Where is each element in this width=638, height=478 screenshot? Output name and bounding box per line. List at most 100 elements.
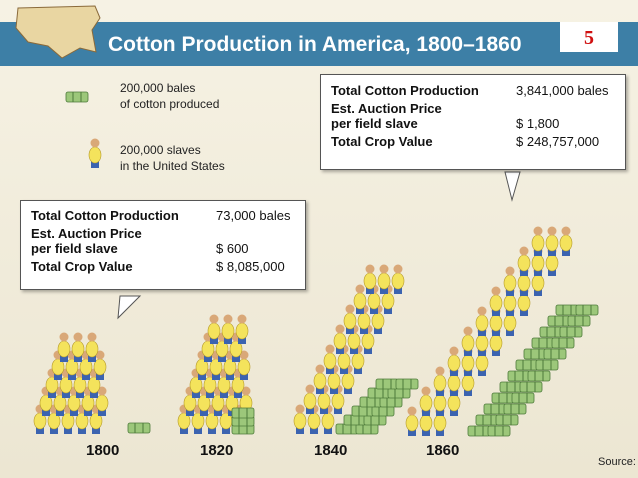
- icon-body: [461, 374, 475, 392]
- icon-body: [531, 274, 545, 292]
- stats-row: Total Cotton Production 73,000 bales: [31, 208, 295, 223]
- icon-legs: [464, 348, 472, 356]
- icon-bale: [395, 378, 419, 390]
- icon-legs: [218, 354, 226, 362]
- icon-head: [237, 314, 247, 324]
- icon-legs: [384, 306, 392, 314]
- icon-head: [335, 324, 345, 334]
- icon-bale: [483, 403, 507, 415]
- icon-legs: [226, 372, 234, 380]
- icon-body: [347, 332, 361, 350]
- stats-label-line: per field slave: [31, 241, 118, 256]
- icon-body: [559, 234, 573, 252]
- legend-text: in the United States: [120, 159, 225, 173]
- icon-head: [241, 386, 251, 396]
- icon-legs: [374, 326, 382, 334]
- icon-body: [447, 394, 461, 412]
- icon-legs: [464, 388, 472, 396]
- icon-bale: [231, 407, 255, 419]
- icon-bale: [363, 414, 387, 426]
- icon-bale: [519, 381, 543, 393]
- stats-row: Total Crop Value $ 8,085,000: [31, 259, 295, 274]
- icon-legs: [340, 366, 348, 374]
- stats-value: $ 1,800: [516, 116, 560, 131]
- icon-body: [433, 414, 447, 432]
- stats-row: Total Crop Value $ 248,757,000: [331, 134, 615, 149]
- icon-bale: [515, 359, 539, 371]
- stats-box-1800: Total Cotton Production 73,000 bales Est. …: [20, 200, 306, 290]
- icon-body: [341, 372, 355, 390]
- icon-legs: [48, 390, 56, 398]
- icon-legs: [186, 408, 194, 416]
- stats-label-line: Total Crop Value: [331, 134, 433, 149]
- icon-head: [345, 304, 355, 314]
- stats-value: $ 8,085,000: [216, 259, 285, 274]
- icon-legs: [78, 426, 86, 434]
- icon-body: [461, 354, 475, 372]
- icon-legs: [464, 368, 472, 376]
- icon-head: [59, 332, 69, 342]
- icon-body: [381, 292, 395, 310]
- icon-legs: [548, 268, 556, 276]
- icon-legs: [364, 346, 372, 354]
- year-label: 1800: [86, 442, 120, 459]
- icon-bale: [543, 348, 567, 360]
- icon-legs: [204, 354, 212, 362]
- icon-legs: [88, 354, 96, 362]
- icon-legs: [194, 426, 202, 434]
- icon-body: [377, 272, 391, 290]
- icon-head: [325, 344, 335, 354]
- icon-legs: [478, 328, 486, 336]
- icon-legs: [310, 426, 318, 434]
- icon-head: [407, 406, 417, 416]
- icon-legs: [192, 390, 200, 398]
- icon-legs: [506, 308, 514, 316]
- icon-legs: [520, 288, 528, 296]
- stats-value: 3,841,000 bales: [516, 83, 609, 98]
- icon-legs: [562, 248, 570, 256]
- stats-value: $ 600: [216, 241, 249, 256]
- icon-legs: [334, 406, 342, 414]
- icon-legs: [492, 348, 500, 356]
- title-banner: [0, 22, 638, 66]
- icon-legs: [344, 386, 352, 394]
- icon-bale: [567, 315, 591, 327]
- icon-legs: [408, 428, 416, 436]
- icon-legs: [436, 408, 444, 416]
- icon-head: [393, 264, 403, 274]
- icon-legs: [436, 388, 444, 396]
- icon-legs: [220, 390, 228, 398]
- icon-legs: [306, 406, 314, 414]
- icon-bale: [555, 304, 579, 316]
- icon-legs: [316, 386, 324, 394]
- year-label: 1860: [426, 442, 460, 459]
- icon-legs: [64, 426, 72, 434]
- stats-row: Est. Auction Price per field slave $ 600: [31, 226, 295, 256]
- icon-bale: [547, 315, 571, 327]
- icon-bale: [387, 387, 411, 399]
- icon-body: [531, 254, 545, 272]
- icon-head: [95, 350, 105, 360]
- icon-legs: [350, 346, 358, 354]
- icon-body: [221, 322, 235, 340]
- icon-head: [305, 384, 315, 394]
- icon-legs: [91, 160, 99, 168]
- icon-legs: [92, 426, 100, 434]
- icon-legs: [90, 390, 98, 398]
- icon-body: [207, 322, 221, 340]
- icon-legs: [210, 336, 218, 344]
- stats-label: Est. Auction Price per field slave: [31, 226, 216, 256]
- icon-bale: [495, 414, 519, 426]
- icon-legs: [520, 308, 528, 316]
- icon-legs: [422, 408, 430, 416]
- icon-legs: [68, 372, 76, 380]
- icon-body: [433, 394, 447, 412]
- icon-body: [545, 234, 559, 252]
- icon-head: [315, 364, 325, 374]
- icon-legs: [356, 306, 364, 314]
- icon-body: [323, 352, 337, 370]
- icon-body: [503, 314, 517, 332]
- legend-text: of cotton produced: [120, 97, 220, 111]
- icon-legs: [326, 366, 334, 374]
